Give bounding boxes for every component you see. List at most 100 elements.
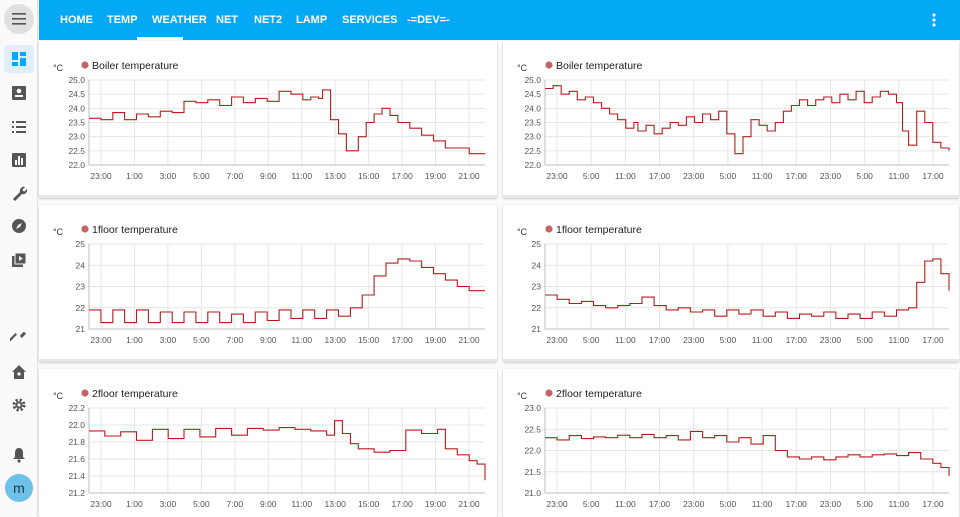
sidebar-item-developer-tools[interactable] xyxy=(4,324,34,352)
history-card-1floor-24h: °C 1floor temperature 25 24 23 22 21 23:00 1:00 3… xyxy=(39,205,497,362)
sidebar-item-map[interactable] xyxy=(4,212,34,240)
tab-dev[interactable]: -=DEV=- xyxy=(407,14,450,26)
overview-icon xyxy=(12,52,26,66)
legend-label[interactable]: 2floor temperature xyxy=(556,388,642,400)
y-tick-label: 21.6 xyxy=(68,454,85,464)
series-line[interactable] xyxy=(545,430,950,476)
x-tick-label: 5:00 xyxy=(193,499,210,509)
sidebar-item-logbook[interactable] xyxy=(4,79,34,107)
series-line[interactable] xyxy=(89,420,486,481)
history-card-boiler-week: °C Boiler temperature 25.0 24.5 24.0 23.5 23.0… xyxy=(503,41,959,198)
x-tick-label: 11:00 xyxy=(615,499,636,509)
x-tick-label: 11:00 xyxy=(752,171,773,181)
y-tick-label: 22.5 xyxy=(524,146,541,156)
sidebar-item-media[interactable] xyxy=(4,246,34,274)
legend-label[interactable]: 1floor temperature xyxy=(92,224,178,236)
y-tick-label: 23.0 xyxy=(524,132,541,142)
x-tick-label: 23:00 xyxy=(683,171,705,181)
x-tick-label: 11:00 xyxy=(291,171,312,181)
legend-label[interactable]: 2floor temperature xyxy=(92,388,178,400)
top-app-bar: HOME TEMP WEATHER NET NET2 LAMP SERVICES… xyxy=(39,0,960,40)
x-tick-label: 23:00 xyxy=(546,335,568,345)
x-tick-label: 5:00 xyxy=(193,171,210,181)
2floor-temperature-chart: °C 2floor temperature 23.0 22.5 22.0 21.5 21.0… xyxy=(517,388,950,509)
legend-label[interactable]: Boiler temperature xyxy=(92,60,179,72)
series-line[interactable] xyxy=(545,258,950,319)
sidebar-item-overview[interactable] xyxy=(4,45,34,73)
x-tick-label: 17:00 xyxy=(786,499,808,509)
y-unit-label: °C xyxy=(517,391,528,401)
series-line[interactable] xyxy=(89,89,485,155)
sidebar-item-settings[interactable] xyxy=(4,391,34,419)
x-tick-label: 3:00 xyxy=(160,499,177,509)
menu-button[interactable] xyxy=(4,4,34,34)
sidebar-item-history[interactable] xyxy=(4,146,34,174)
x-tick-label: 23:00 xyxy=(546,171,568,181)
legend-swatch xyxy=(81,225,89,233)
x-tick-label: 17:00 xyxy=(649,499,671,509)
x-tick-label: 13:00 xyxy=(325,335,347,345)
y-tick-label: 22.2 xyxy=(68,403,85,413)
tab-services[interactable]: SERVICES xyxy=(342,14,398,26)
x-tick-label: 17:00 xyxy=(786,171,808,181)
x-tick-label: 17:00 xyxy=(922,335,944,345)
x-tick-label: 23:00 xyxy=(820,171,842,181)
card-divider xyxy=(503,195,959,198)
y-tick-label: 24 xyxy=(76,260,86,270)
x-tick-label: 15:00 xyxy=(358,171,380,181)
y-tick-label: 24.0 xyxy=(68,103,85,113)
y-tick-label: 22 xyxy=(532,303,542,313)
y-unit-label: °C xyxy=(53,227,64,237)
y-tick-label: 22.0 xyxy=(68,420,85,430)
tab-net[interactable]: NET xyxy=(216,14,238,26)
tab-lamp[interactable]: LAMP xyxy=(296,14,328,26)
y-tick-label: 21.8 xyxy=(68,437,85,447)
tab-temp[interactable]: TEMP xyxy=(107,14,138,26)
logbook-icon xyxy=(12,86,26,100)
legend-label[interactable]: Boiler temperature xyxy=(556,60,643,72)
x-tick-label: 9:00 xyxy=(260,171,277,181)
sidebar-item-list[interactable] xyxy=(4,113,34,141)
hammer-icon xyxy=(10,331,27,343)
y-tick-label: 23.0 xyxy=(68,132,85,142)
avatar[interactable]: m xyxy=(5,474,33,502)
y-tick-label: 25 xyxy=(76,239,86,249)
legend-swatch xyxy=(545,225,553,233)
x-tick-label: 5:00 xyxy=(856,171,873,181)
x-tick-label: 5:00 xyxy=(856,335,873,345)
x-tick-label: 23:00 xyxy=(820,499,842,509)
tab-weather[interactable]: WEATHER xyxy=(152,14,207,26)
x-tick-label: 23:00 xyxy=(546,499,568,509)
tab-net2[interactable]: NET2 xyxy=(254,14,283,26)
x-tick-label: 17:00 xyxy=(786,335,808,345)
x-tick-label: 11:00 xyxy=(752,335,773,345)
x-tick-label: 5:00 xyxy=(583,335,600,345)
sidebar-item-notifications[interactable] xyxy=(4,441,34,469)
x-tick-label: 19:00 xyxy=(425,335,447,345)
series-line[interactable] xyxy=(545,85,950,155)
card-divider xyxy=(39,359,497,362)
gear-icon xyxy=(12,398,26,412)
series-line[interactable] xyxy=(89,258,485,324)
x-tick-label: 5:00 xyxy=(193,335,210,345)
y-tick-label: 24.5 xyxy=(524,89,541,99)
x-tick-label: 11:00 xyxy=(888,499,909,509)
x-tick-label: 13:00 xyxy=(325,171,347,181)
x-tick-label: 17:00 xyxy=(922,499,944,509)
card-divider xyxy=(503,359,959,362)
list-icon xyxy=(12,121,26,133)
legend-swatch xyxy=(81,61,89,69)
x-tick-label: 21:00 xyxy=(458,171,480,181)
y-tick-label: 22.0 xyxy=(524,446,541,456)
y-tick-label: 21 xyxy=(532,324,542,334)
legend-label[interactable]: 1floor temperature xyxy=(556,224,642,236)
hamburger-icon xyxy=(12,13,26,25)
compass-icon xyxy=(12,219,26,233)
history-card-1floor-week: °C 1floor temperature 25 24 23 22 21 23:00 5:00 1… xyxy=(503,205,959,362)
more-options-button[interactable] xyxy=(924,10,944,30)
tab-home[interactable]: HOME xyxy=(60,14,93,26)
y-tick-label: 23 xyxy=(76,282,86,292)
sidebar-item-tools[interactable] xyxy=(4,179,34,207)
sidebar: m xyxy=(0,0,38,517)
sidebar-item-home-assistant[interactable] xyxy=(4,358,34,386)
